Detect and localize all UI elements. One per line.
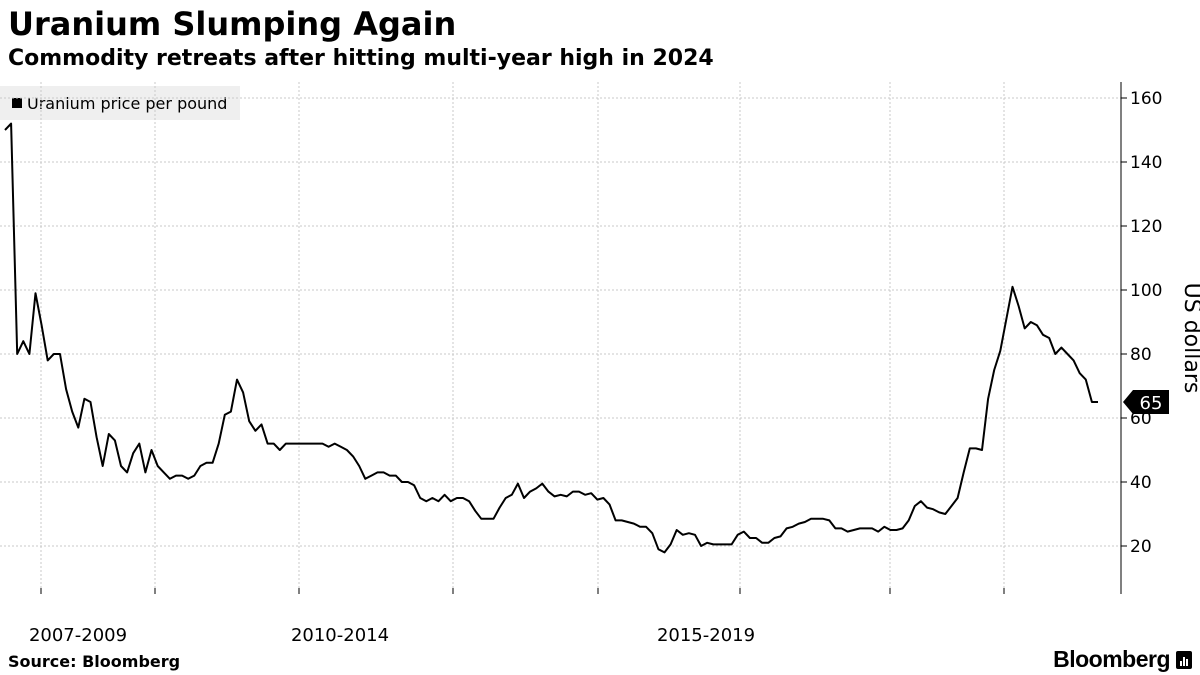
last-value-marker <box>1123 390 1169 414</box>
series-line <box>4 122 1098 554</box>
y-tick-label: 120 <box>1130 217 1162 237</box>
last-value-label: 65 <box>1140 393 1163 414</box>
y-tick-label: 40 <box>1130 473 1152 493</box>
legend-swatch <box>12 98 22 108</box>
chart-title: Uranium Slumping Again <box>8 5 457 43</box>
x-period-label: 2015-2019 <box>657 625 755 646</box>
y-axis-title: US dollars <box>1179 283 1200 394</box>
axes <box>40 82 1127 594</box>
x-period-label: 2010-2014 <box>291 625 389 646</box>
y-tick-label: 100 <box>1130 281 1162 301</box>
bloomberg-logo-icon <box>1176 651 1192 669</box>
y-tick-label: 80 <box>1130 345 1152 365</box>
x-period-label: 2007-2009 <box>29 625 127 646</box>
brand-logo-text: Bloomberg <box>1053 646 1170 672</box>
source-note: Source: Bloomberg <box>8 652 181 671</box>
gridlines <box>0 82 1121 594</box>
y-tick-label: 20 <box>1130 537 1152 557</box>
chart-subtitle: Commodity retreats after hitting multi-y… <box>8 46 714 71</box>
y-tick-label: 140 <box>1130 153 1162 173</box>
y-tick-label: 160 <box>1130 89 1162 109</box>
